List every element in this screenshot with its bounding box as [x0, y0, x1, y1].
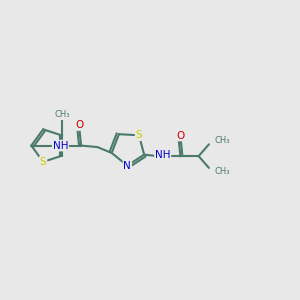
Text: CH₃: CH₃ [215, 136, 230, 145]
Text: CH₃: CH₃ [55, 110, 70, 119]
Text: NH: NH [53, 141, 68, 151]
Text: NH: NH [155, 150, 170, 160]
Text: O: O [177, 130, 185, 140]
Text: CH₃: CH₃ [215, 167, 230, 176]
Text: S: S [40, 157, 46, 167]
Text: S: S [136, 130, 142, 140]
Text: O: O [76, 120, 84, 130]
Text: N: N [123, 160, 131, 171]
